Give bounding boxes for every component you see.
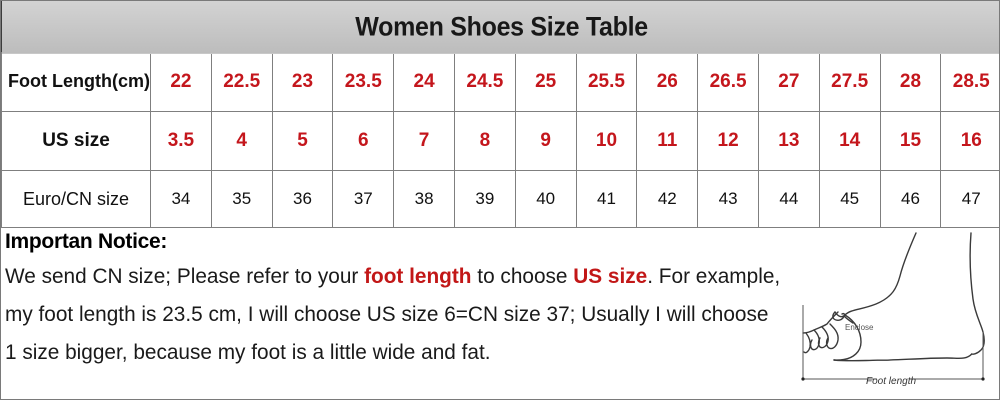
svg-text:Enclose: Enclose: [845, 323, 874, 332]
svg-text:Foot length: Foot length: [866, 376, 916, 387]
